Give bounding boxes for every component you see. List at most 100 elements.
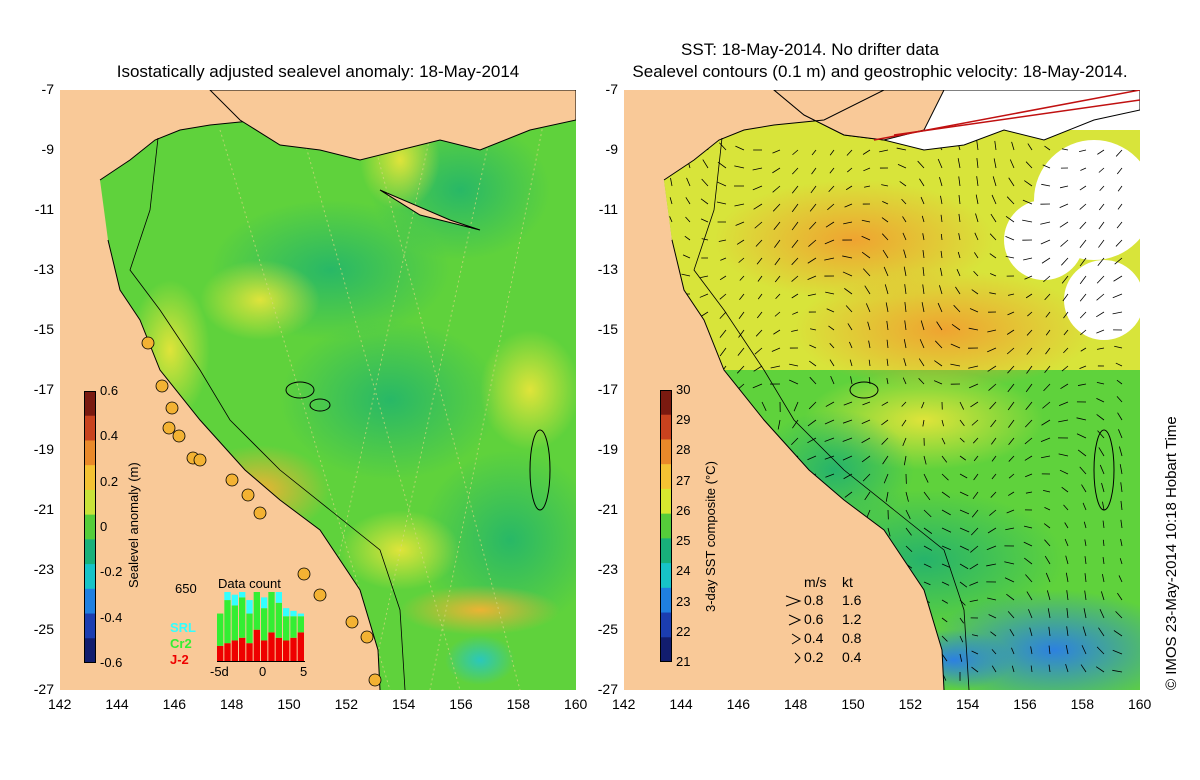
- velocity-arrow: [868, 359, 871, 367]
- velocity-arrow: [1079, 365, 1087, 370]
- velocity-arrow: [1059, 469, 1069, 475]
- velocity-arrow: [1029, 627, 1033, 637]
- velocity-arrow: [1063, 347, 1069, 354]
- velocity-arrow: [1007, 401, 1015, 411]
- velocity-arrow: [1043, 383, 1051, 392]
- sst-colorbar-swatch: [660, 612, 672, 638]
- velocity-arrow: [1079, 149, 1087, 152]
- velocity-arrow: [1006, 196, 1015, 205]
- left-ytick-label: -19: [33, 441, 54, 457]
- velocity-arrow: [867, 321, 871, 331]
- velocity-arrow: [1005, 256, 1015, 259]
- velocity-arrow: [970, 401, 979, 408]
- velocity-arrow: [1065, 555, 1069, 565]
- sealevel-colorbar-tick: -0.6: [100, 655, 123, 670]
- velocity-arrow: [883, 266, 889, 277]
- right-map-panel[interactable]: [624, 90, 1140, 690]
- velocity-arrow: [757, 275, 763, 282]
- sealevel-colorbar-swatch: [84, 489, 96, 516]
- velocity-arrow: [881, 233, 889, 241]
- velocity-arrow: [811, 167, 817, 175]
- velocity-arrow: [991, 473, 997, 480]
- velocity-arrow: [923, 473, 929, 483]
- velocity-legend-ms: 0.8: [804, 592, 824, 608]
- velocity-arrow: [959, 527, 970, 533]
- velocity-arrow: [1006, 329, 1015, 335]
- velocity-arrow: [1116, 379, 1123, 385]
- velocity-arrow: [918, 358, 925, 367]
- velocity-arrow: [1099, 609, 1105, 619]
- velocity-arrow: [991, 455, 997, 462]
- velocity-arrow: [1022, 219, 1033, 223]
- velocity-arrow: [791, 275, 799, 282]
- velocity-arrow: [959, 473, 968, 479]
- velocity-arrow: [1113, 275, 1123, 282]
- velocity-arrow: [1028, 609, 1033, 619]
- sst-colorbar-tick: 26: [676, 502, 691, 518]
- velocity-arrow: [1081, 484, 1087, 493]
- velocity-arrow: [1008, 437, 1015, 445]
- velocity-arrow: [959, 455, 967, 461]
- velocity-arrow: [1007, 611, 1015, 619]
- sealevel-colorbar-tick: 0.6: [100, 383, 119, 398]
- velocity-arrow: [987, 597, 997, 601]
- left-map-panel[interactable]: [60, 90, 576, 690]
- sealevel-colorbar-swatch: [84, 588, 96, 615]
- data-count-bar-j2: [231, 640, 238, 662]
- velocity-arrow: [1118, 575, 1123, 583]
- sst-colorbar-tick: 30: [676, 382, 691, 397]
- velocity-arrow: [1045, 572, 1051, 583]
- velocity-arrow: [719, 311, 727, 319]
- velocity-arrow: [719, 275, 727, 281]
- velocity-arrow: [830, 375, 835, 385]
- left-ytick-label: -11: [34, 201, 54, 217]
- velocity-arrow: [989, 509, 997, 516]
- velocity-arrow: [1082, 626, 1087, 637]
- velocity-arrow: [940, 250, 943, 259]
- velocity-arrow: [972, 491, 979, 500]
- velocity-arrow: [973, 270, 979, 277]
- velocity-arrow: [1079, 185, 1087, 191]
- sst-colorbar-tick: 23: [676, 593, 691, 609]
- velocity-arrow: [1058, 453, 1069, 457]
- sst-colorbar-swatch: [660, 513, 672, 539]
- sealevel-colorbar-swatch: [84, 613, 96, 639]
- velocity-arrow: [1059, 185, 1069, 189]
- velocity-arrow: [716, 181, 727, 187]
- velocity-arrow: [968, 383, 979, 389]
- velocity-arrow: [905, 527, 912, 536]
- velocity-arrow: [1076, 433, 1087, 439]
- left-ytick-label: -7: [41, 81, 54, 97]
- velocity-arrow: [1066, 626, 1069, 637]
- velocity-arrow: [905, 545, 913, 553]
- velocity-arrow: [1047, 608, 1051, 619]
- sst-colorbar-swatch: [660, 390, 672, 416]
- data-count-bar-j2: [261, 640, 268, 662]
- velocity-arrow: [1064, 538, 1069, 547]
- velocity-arrow: [861, 235, 871, 241]
- velocity-arrow: [827, 203, 835, 211]
- left-ytick-label: -17: [33, 381, 54, 397]
- velocity-arrow: [1061, 275, 1069, 284]
- velocity-arrow: [807, 437, 817, 444]
- velocity-arrow: [958, 213, 961, 223]
- velocity-arrow: [1095, 666, 1105, 673]
- velocity-arrow: [994, 140, 997, 151]
- velocity-arrow: [933, 380, 943, 385]
- velocity-arrow: [969, 563, 979, 570]
- velocity-arrow: [686, 177, 691, 187]
- velocity-arrow: [1044, 293, 1051, 301]
- velocity-arrow: [1096, 414, 1105, 421]
- sst-colorbar-tick: 22: [676, 623, 691, 639]
- velocity-arrow: [1024, 557, 1033, 565]
- velocity-arrow: [1042, 164, 1051, 169]
- velocity-arrow: [772, 203, 781, 212]
- velocity-arrow: [808, 239, 817, 247]
- velocity-arrow: [1059, 203, 1069, 209]
- velocity-arrow: [993, 158, 997, 169]
- velocity-arrow: [1084, 590, 1087, 601]
- velocity-arrow: [1043, 490, 1051, 493]
- sst-colorbar-swatch: [660, 587, 672, 614]
- velocity-arrow: [1120, 519, 1123, 529]
- velocity-arrow: [1079, 275, 1087, 285]
